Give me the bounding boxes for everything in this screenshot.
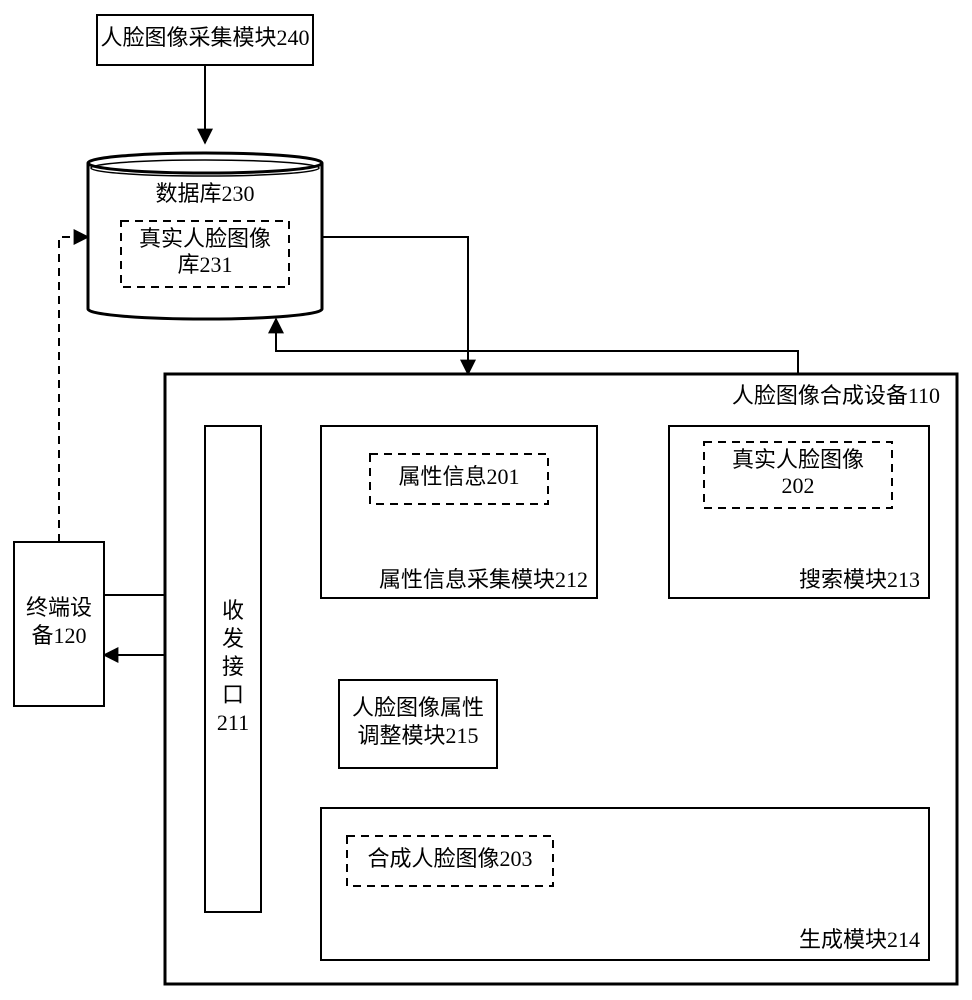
device110-label: 人脸图像合成设备110 bbox=[732, 383, 940, 408]
label-line: 202 bbox=[782, 473, 815, 498]
node-terminal120: 终端设备120 bbox=[14, 542, 104, 706]
label-line: 人脸图像采集模块240 bbox=[100, 25, 309, 50]
node-attrMod212: 属性信息采集模块212 bbox=[321, 426, 597, 598]
label-line: 搜索模块213 bbox=[799, 567, 920, 592]
label-line: 属性信息201 bbox=[398, 464, 519, 489]
node-genMod214: 生成模块214 bbox=[321, 808, 929, 960]
genMod214-label: 生成模块214 bbox=[799, 927, 920, 952]
attr201-label: 属性信息201 bbox=[398, 464, 519, 489]
db230-label: 数据库230 bbox=[155, 181, 254, 206]
node-io211: 收发接口 211 bbox=[205, 426, 261, 912]
edge-e230-110 bbox=[322, 237, 468, 374]
node-collect240: 人脸图像采集模块240 bbox=[97, 15, 313, 65]
label-line: 数据库230 bbox=[155, 181, 254, 206]
attrMod212-label: 属性信息采集模块212 bbox=[379, 567, 588, 592]
label-line: 接 bbox=[222, 654, 244, 679]
searchMod213-label: 搜索模块213 bbox=[799, 567, 920, 592]
label-line: 收 bbox=[222, 598, 244, 623]
label-line: 调整模块215 bbox=[357, 723, 478, 748]
diagram-canvas: 人脸图像采集模块240数据库230真实人脸图像库231终端设备120人脸图像合成… bbox=[0, 0, 972, 1000]
node-adjust215: 人脸图像属性调整模块215 bbox=[339, 680, 497, 768]
label-line: 发 bbox=[222, 626, 244, 651]
synth203-label: 合成人脸图像203 bbox=[367, 846, 532, 871]
label-line: 备120 bbox=[31, 623, 86, 648]
label-line: 真实人脸图像 bbox=[732, 447, 864, 472]
label-line: 合成人脸图像203 bbox=[367, 846, 532, 871]
edge-eterm-230 bbox=[59, 237, 88, 542]
label-line: 库231 bbox=[177, 252, 232, 277]
label-line: 终端设 bbox=[26, 595, 92, 620]
collect240-label: 人脸图像采集模块240 bbox=[100, 25, 309, 50]
label-line: 真实人脸图像 bbox=[139, 226, 271, 251]
label-line: 人脸图像合成设备110 bbox=[732, 383, 940, 408]
label-line: 211 bbox=[217, 710, 249, 735]
label-line: 属性信息采集模块212 bbox=[379, 567, 588, 592]
label-line: 口 bbox=[222, 682, 244, 707]
nodes-layer: 人脸图像采集模块240数据库230真实人脸图像库231终端设备120人脸图像合成… bbox=[14, 15, 957, 984]
label-line: 人脸图像属性 bbox=[352, 695, 484, 720]
label-line: 生成模块214 bbox=[799, 927, 920, 952]
